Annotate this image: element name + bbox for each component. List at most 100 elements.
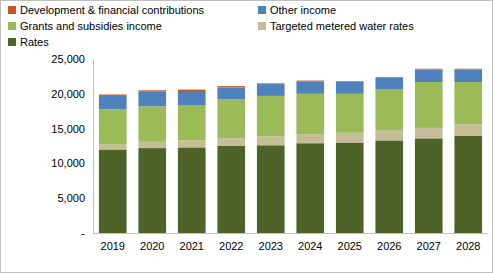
bar — [178, 147, 206, 233]
legend-label: Grants and subsidies income — [20, 20, 162, 32]
y-tick-label: 5,000 — [57, 192, 85, 204]
chart: -5,00010,00015,00020,00025,0002019202020… — [0, 0, 493, 273]
bar — [257, 84, 285, 96]
legend-label: Rates — [20, 36, 49, 48]
plot: -5,00010,00015,00020,00025,0002019202020… — [51, 53, 488, 252]
bar — [336, 81, 364, 83]
x-tick-label: 2025 — [338, 240, 362, 252]
legend-item: Targeted metered water rates — [258, 20, 414, 32]
x-tick-label: 2028 — [456, 240, 480, 252]
x-tick: 2027 — [417, 233, 441, 252]
x-tick-label: 2020 — [140, 240, 164, 252]
series-bars — [99, 69, 482, 109]
bar — [296, 143, 324, 233]
x-tick-label: 2019 — [101, 240, 125, 252]
y-axis-line — [93, 60, 94, 234]
bar — [217, 86, 245, 87]
bar — [217, 88, 245, 100]
x-axis-line — [94, 233, 489, 234]
legend-swatch — [8, 6, 16, 14]
bar — [375, 130, 403, 140]
bar — [178, 106, 206, 141]
bar — [178, 91, 206, 106]
series-bars — [99, 82, 482, 145]
bar — [415, 69, 443, 82]
legend-item: Other income — [258, 4, 336, 16]
bar — [178, 140, 206, 147]
y-tick: 10,000 — [51, 157, 93, 169]
y-tick: - — [81, 227, 93, 239]
x-tick: 2025 — [338, 233, 362, 252]
y-tick-label: 10,000 — [51, 157, 85, 169]
legend-swatch — [258, 22, 266, 30]
legend-item: Development & financial contributions — [8, 4, 205, 16]
bar — [415, 138, 443, 233]
x-tick-label: 2024 — [298, 240, 322, 252]
x-tick: 2026 — [377, 233, 401, 252]
bar — [296, 81, 324, 94]
bar — [217, 99, 245, 138]
bar — [99, 145, 127, 150]
bar — [375, 78, 403, 90]
y-tick: 5,000 — [57, 192, 93, 204]
legend-swatch — [258, 6, 266, 14]
bar — [336, 143, 364, 233]
x-tick-label: 2021 — [180, 240, 204, 252]
bar — [99, 109, 127, 144]
bar — [454, 69, 482, 82]
y-tick-label: 15,000 — [51, 123, 85, 135]
x-tick: 2028 — [456, 233, 480, 252]
bar — [415, 128, 443, 138]
y-tick-label: - — [81, 227, 85, 239]
y-tick-label: 20,000 — [51, 88, 85, 100]
bar — [415, 82, 443, 128]
x-tick-label: 2027 — [417, 240, 441, 252]
bar — [454, 82, 482, 124]
chart-frame — [1, 1, 493, 273]
x-tick: 2024 — [298, 233, 322, 252]
legend-label: Other income — [270, 4, 336, 16]
bar — [296, 134, 324, 143]
x-tick-label: 2022 — [219, 240, 243, 252]
bar — [138, 106, 166, 141]
bar — [336, 133, 364, 143]
y-tick-label: 25,000 — [51, 53, 85, 65]
bar — [454, 124, 482, 135]
legend-swatch — [8, 38, 16, 46]
bar — [217, 146, 245, 233]
bar — [336, 94, 364, 133]
bar — [454, 136, 482, 233]
bar — [178, 90, 206, 91]
x-tick: 2023 — [259, 233, 283, 252]
x-tick: 2022 — [219, 233, 243, 252]
bar — [415, 68, 443, 70]
bar — [99, 94, 127, 95]
bar — [375, 140, 403, 233]
bar — [99, 96, 127, 109]
bar — [375, 77, 403, 79]
series-bars — [99, 69, 482, 96]
y-tick: 20,000 — [51, 88, 93, 100]
bar — [257, 136, 285, 145]
legend-swatch — [8, 22, 16, 30]
y-tick: 15,000 — [51, 123, 93, 135]
legend-item: Rates — [8, 36, 49, 48]
series-bars — [99, 136, 482, 233]
bar — [336, 82, 364, 94]
legend-item: Grants and subsidies income — [8, 20, 162, 32]
x-tick-label: 2023 — [259, 240, 283, 252]
legend-label: Targeted metered water rates — [270, 20, 414, 32]
x-axis: 2019 2020 2021 2022 2023 2024 2025 2026 2027 2028 — [94, 233, 489, 252]
bar — [138, 90, 166, 91]
bar — [257, 145, 285, 233]
bar — [296, 80, 324, 82]
bar — [257, 96, 285, 136]
x-tick: 2020 — [140, 233, 164, 252]
bar — [138, 92, 166, 107]
bar — [217, 138, 245, 146]
x-tick: 2019 — [101, 233, 125, 252]
bar — [454, 68, 482, 70]
bar — [375, 90, 403, 130]
y-axis: - 5,000 10,000 15,000 20,000 25,000 — [51, 53, 93, 239]
bar — [138, 142, 166, 148]
